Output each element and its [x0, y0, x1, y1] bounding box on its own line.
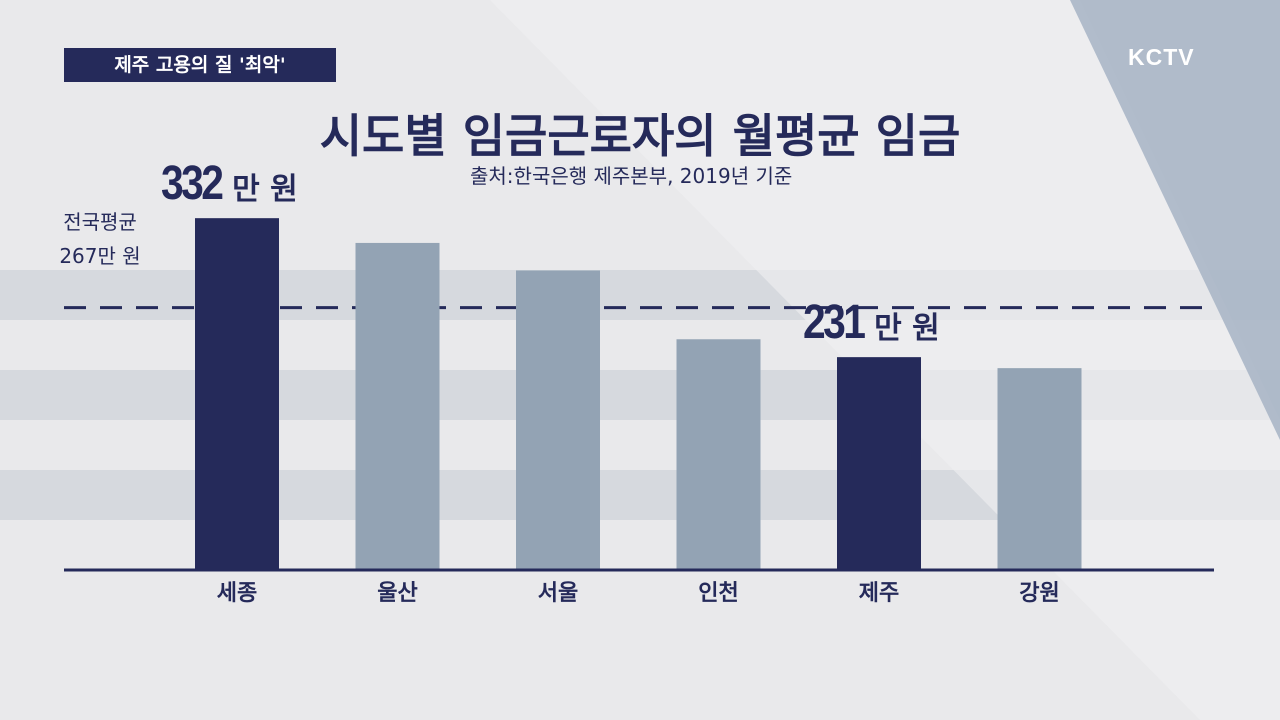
bar-제주 — [837, 357, 921, 570]
average-label-title: 전국평균 — [63, 210, 137, 234]
x-tick-label: 제주 — [859, 581, 899, 606]
chart-source: 출처:한국은행 제주본부, 2019년 기준 — [470, 164, 793, 188]
x-tick-label: 서울 — [538, 581, 578, 606]
x-tick-label: 인천 — [698, 581, 738, 606]
bar-인천 — [676, 339, 761, 570]
value-label-sejong: 332 만 원 — [161, 156, 298, 211]
value-label-jeju: 231 만 원 — [803, 295, 940, 350]
bar-울산 — [355, 242, 440, 570]
x-tick-label: 세종 — [217, 581, 257, 606]
x-tick-label: 울산 — [377, 581, 417, 606]
value-number: 231 — [803, 296, 866, 350]
value-unit: 만 원 — [232, 172, 298, 208]
value-number: 332 — [161, 157, 224, 211]
average-label-value: 267만 원 — [59, 244, 141, 268]
topic-tag: 제주 고용의 질 '최악' — [64, 48, 336, 82]
bar-서울 — [516, 270, 600, 570]
average-label: 전국평균 267만 원 — [50, 205, 150, 273]
x-tick-label: 강원 — [1019, 581, 1059, 606]
bar-강원 — [997, 368, 1082, 570]
chart-title: 시도별 임금근로자의 월평균 임금 — [319, 109, 961, 163]
value-unit: 만 원 — [874, 311, 940, 347]
kctv-logo: KCTV — [1128, 44, 1195, 70]
bar-세종 — [195, 218, 279, 570]
